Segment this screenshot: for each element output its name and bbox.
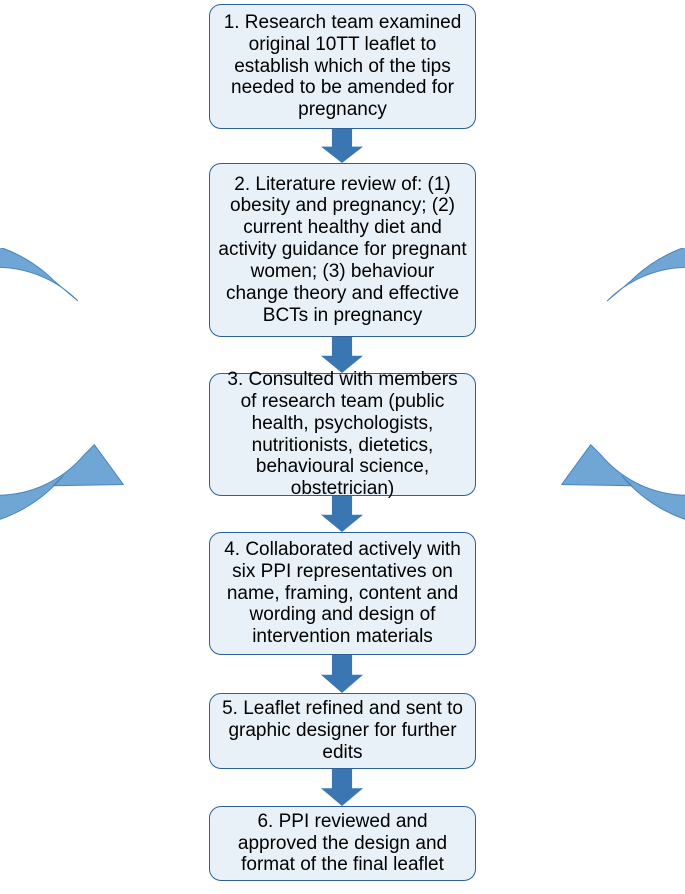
- flow-node-2: 2. Literature review of: (1) obesity and…: [209, 163, 476, 337]
- feedback-arrow-left-icon: [0, 248, 165, 548]
- arrow-down-icon: [321, 129, 363, 163]
- flow-node-3: 3. Consulted with members of research te…: [209, 373, 476, 496]
- flow-node-5: 5. Leaflet refined and sent to graphic d…: [209, 693, 476, 769]
- flow-node-text: 1. Research team examined original 10TT …: [218, 12, 467, 121]
- feedback-arrow-right-icon: [520, 248, 685, 548]
- arrow-down-icon: [321, 655, 363, 693]
- flow-node-text: 6. PPI reviewed and approved the design …: [218, 811, 467, 877]
- arrow-down-icon: [321, 337, 363, 373]
- flow-node-text: 3. Consulted with members of research te…: [218, 369, 467, 500]
- flow-node-text: 2. Literature review of: (1) obesity and…: [218, 174, 467, 327]
- flow-node-1: 1. Research team examined original 10TT …: [209, 4, 476, 129]
- flow-node-4: 4. Collaborated actively with six PPI re…: [209, 532, 476, 655]
- flow-node-text: 5. Leaflet refined and sent to graphic d…: [218, 698, 467, 764]
- flowchart-canvas: 1. Research team examined original 10TT …: [0, 0, 685, 894]
- arrow-down-icon: [321, 496, 363, 532]
- arrow-down-icon: [321, 769, 363, 806]
- flow-node-6: 6. PPI reviewed and approved the design …: [209, 806, 476, 881]
- flow-node-text: 4. Collaborated actively with six PPI re…: [218, 539, 467, 648]
